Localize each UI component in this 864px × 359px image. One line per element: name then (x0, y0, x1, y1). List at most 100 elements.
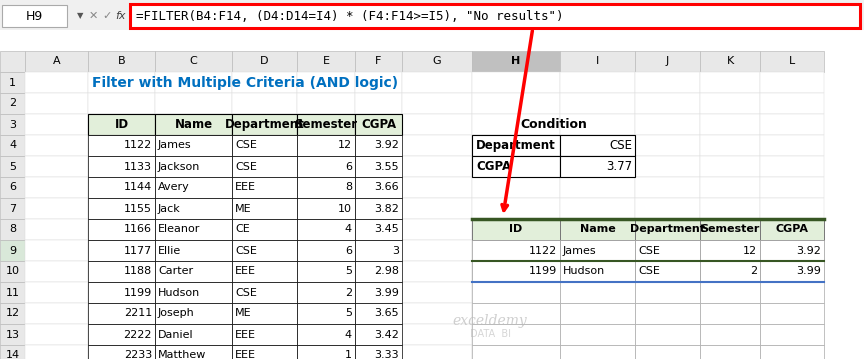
Text: ▼: ▼ (77, 11, 83, 20)
Bar (635, 345, 700, 359)
Bar (355, 219, 402, 240)
Text: 3.92: 3.92 (796, 246, 821, 256)
Bar (297, 156, 355, 177)
Bar (700, 345, 760, 359)
Bar (700, 135, 760, 156)
Text: 1177: 1177 (124, 246, 152, 256)
Bar (472, 135, 560, 156)
Bar (25, 51, 88, 72)
Bar (760, 219, 824, 240)
Bar (472, 177, 560, 198)
Bar (560, 177, 635, 198)
Text: exceldemy: exceldemy (453, 314, 527, 328)
Text: CGPA: CGPA (476, 160, 511, 173)
Bar (700, 219, 760, 240)
Bar (560, 93, 635, 114)
Bar (155, 282, 232, 303)
Bar (635, 114, 700, 135)
Bar (355, 345, 402, 359)
Text: James: James (158, 140, 192, 150)
Bar (635, 135, 700, 156)
Text: H9: H9 (25, 9, 42, 23)
Text: 6: 6 (345, 246, 352, 256)
Text: CSE: CSE (235, 288, 257, 298)
Text: 2: 2 (750, 266, 757, 276)
Bar (88, 282, 155, 303)
Bar (635, 240, 700, 261)
Bar (635, 261, 700, 282)
Text: 9: 9 (9, 246, 16, 256)
Text: ME: ME (235, 308, 251, 318)
Text: 1155: 1155 (124, 204, 152, 214)
Bar (155, 345, 232, 359)
Text: Matthew: Matthew (158, 350, 206, 359)
Bar (232, 261, 297, 282)
Text: 3.65: 3.65 (374, 308, 399, 318)
Text: K: K (727, 56, 734, 66)
Bar (355, 261, 402, 282)
Bar (560, 135, 635, 156)
Bar (155, 198, 232, 219)
Text: 3.99: 3.99 (796, 266, 821, 276)
Bar (0, 156, 25, 177)
Bar (25, 198, 88, 219)
Text: Semester: Semester (701, 224, 759, 234)
Bar (355, 240, 402, 261)
Bar (700, 282, 760, 303)
Bar (760, 177, 824, 198)
Text: Department: Department (225, 118, 304, 131)
Bar (297, 282, 355, 303)
Bar (472, 345, 560, 359)
Bar (700, 240, 760, 261)
Bar (297, 135, 355, 156)
Bar (560, 240, 635, 261)
Text: 7: 7 (9, 204, 16, 214)
Bar (25, 324, 88, 345)
Bar (700, 177, 760, 198)
Bar (88, 303, 155, 324)
Bar (635, 303, 700, 324)
Bar (232, 198, 297, 219)
Text: 2.98: 2.98 (374, 266, 399, 276)
Bar (88, 156, 155, 177)
Text: Department: Department (476, 139, 556, 152)
Bar (0, 282, 25, 303)
Bar (760, 240, 824, 261)
Bar (402, 156, 472, 177)
Bar (560, 198, 635, 219)
Bar (297, 324, 355, 345)
Bar (155, 261, 232, 282)
Bar (472, 261, 560, 282)
Text: 3.55: 3.55 (374, 162, 399, 172)
Bar (700, 240, 760, 261)
Bar (355, 177, 402, 198)
Bar (760, 198, 824, 219)
Bar (297, 261, 355, 282)
Bar (297, 324, 355, 345)
Bar (700, 93, 760, 114)
Bar (297, 135, 355, 156)
Bar (232, 93, 297, 114)
Bar (355, 114, 402, 135)
Text: CGPA: CGPA (361, 118, 396, 131)
Bar (232, 135, 297, 156)
Text: F: F (375, 56, 382, 66)
Bar (0, 345, 25, 359)
Bar (472, 282, 560, 303)
Bar (355, 51, 402, 72)
Text: Jackson: Jackson (158, 162, 200, 172)
Bar (0, 51, 25, 72)
Bar (25, 345, 88, 359)
Bar (700, 114, 760, 135)
Bar (0, 0, 864, 30)
Bar (88, 135, 155, 156)
Text: 12: 12 (5, 308, 20, 318)
Bar (355, 156, 402, 177)
Bar (232, 72, 297, 93)
Bar (472, 156, 560, 177)
Bar (25, 240, 88, 261)
Bar (560, 51, 635, 72)
Bar (760, 51, 824, 72)
Bar (232, 240, 297, 261)
Bar (232, 198, 297, 219)
